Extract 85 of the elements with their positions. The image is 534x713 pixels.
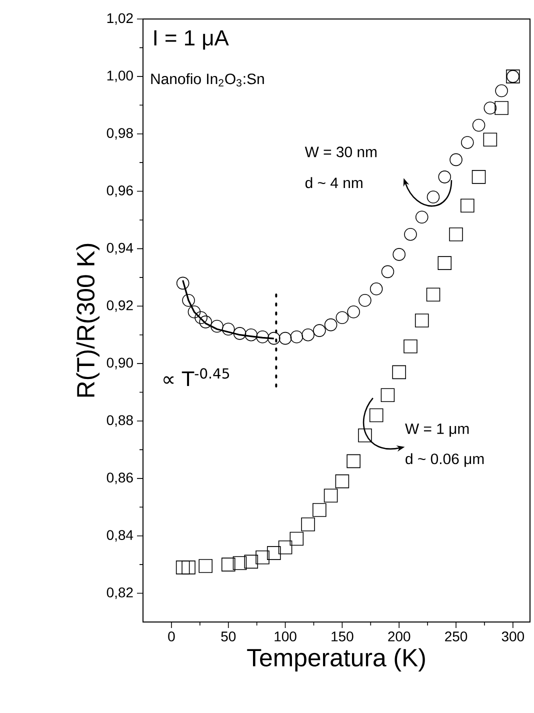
point bbox=[313, 324, 326, 337]
point bbox=[414, 314, 429, 328]
point bbox=[358, 294, 372, 307]
point bbox=[194, 311, 208, 324]
point bbox=[221, 558, 236, 572]
point bbox=[438, 256, 452, 270]
y-tick-label: 0,84 bbox=[106, 530, 134, 542]
point bbox=[347, 305, 360, 318]
annotation: d ~ 4 nm bbox=[305, 177, 362, 188]
point bbox=[188, 305, 201, 318]
point bbox=[380, 388, 395, 402]
x-tick-label: 300 bbox=[502, 632, 524, 642]
point bbox=[369, 408, 384, 422]
point bbox=[472, 170, 486, 184]
point bbox=[472, 118, 486, 132]
point bbox=[483, 132, 498, 146]
annotation: W = 1 μm bbox=[405, 424, 469, 437]
point bbox=[392, 248, 406, 261]
point bbox=[256, 330, 269, 344]
point bbox=[198, 559, 213, 573]
point bbox=[370, 282, 383, 296]
point bbox=[176, 276, 190, 290]
point bbox=[176, 560, 190, 574]
point bbox=[290, 532, 304, 546]
y-tick-label: 1,02 bbox=[107, 13, 133, 25]
x-tick-label: 150 bbox=[332, 632, 354, 642]
y-tick-label: 0,82 bbox=[106, 588, 133, 600]
point bbox=[461, 136, 474, 149]
y-tick-label: 0,94 bbox=[106, 242, 134, 254]
y-tick-label: 0,90 bbox=[106, 358, 133, 370]
point bbox=[415, 210, 428, 224]
point bbox=[392, 365, 406, 380]
point bbox=[222, 322, 235, 336]
point bbox=[232, 556, 247, 570]
point bbox=[404, 339, 418, 354]
point bbox=[301, 517, 315, 532]
y-tick-label: 0,98 bbox=[106, 128, 133, 140]
point bbox=[324, 488, 338, 503]
point bbox=[256, 550, 270, 564]
point bbox=[278, 540, 292, 554]
point bbox=[494, 101, 508, 115]
point bbox=[210, 320, 224, 333]
y-tick-label: 0,96 bbox=[106, 186, 133, 198]
annotation: Nanofio In$_{2}$O$_{3}$:Sn bbox=[151, 73, 264, 87]
x-tick-label: 200 bbox=[388, 632, 410, 642]
point bbox=[426, 288, 440, 302]
annotation: W = 30 nm bbox=[304, 146, 376, 158]
point bbox=[199, 316, 212, 328]
point bbox=[449, 227, 463, 242]
point bbox=[290, 330, 304, 344]
point bbox=[346, 454, 360, 468]
point bbox=[404, 228, 417, 241]
x-tick-label: 100 bbox=[274, 632, 296, 642]
point bbox=[358, 428, 372, 442]
point bbox=[336, 311, 349, 324]
y-tick-label: 0,88 bbox=[106, 415, 133, 427]
x-tick-label: 50 bbox=[221, 632, 236, 642]
point bbox=[484, 102, 497, 114]
point bbox=[268, 332, 280, 345]
x-axis-title: Temperatura (K) bbox=[247, 648, 425, 672]
point bbox=[267, 546, 281, 560]
point bbox=[381, 265, 394, 278]
y-tick-label: 0,86 bbox=[106, 472, 133, 484]
x-tick-label: 0 bbox=[168, 632, 175, 642]
point bbox=[438, 170, 452, 184]
point bbox=[244, 328, 258, 342]
y-tick-label: 0,92 bbox=[106, 300, 133, 312]
point bbox=[302, 328, 314, 342]
point bbox=[182, 294, 195, 307]
annotation: ∝ T$^{-0.45}$ bbox=[164, 368, 230, 386]
point bbox=[450, 153, 462, 166]
y-axis-title: R(T)/R(300 K) bbox=[76, 244, 100, 397]
annotation: d ~ 0.06 μm bbox=[406, 453, 484, 467]
point bbox=[460, 198, 474, 213]
x-tick-label: 250 bbox=[445, 632, 468, 642]
point bbox=[335, 474, 350, 488]
point bbox=[495, 84, 508, 98]
point bbox=[324, 318, 338, 332]
point bbox=[278, 332, 292, 345]
annotation: I = 1 μA bbox=[154, 30, 229, 50]
point bbox=[312, 503, 326, 517]
point bbox=[233, 327, 246, 340]
y-tick-label: 1,00 bbox=[107, 70, 133, 82]
point bbox=[244, 554, 258, 569]
point bbox=[182, 560, 196, 574]
